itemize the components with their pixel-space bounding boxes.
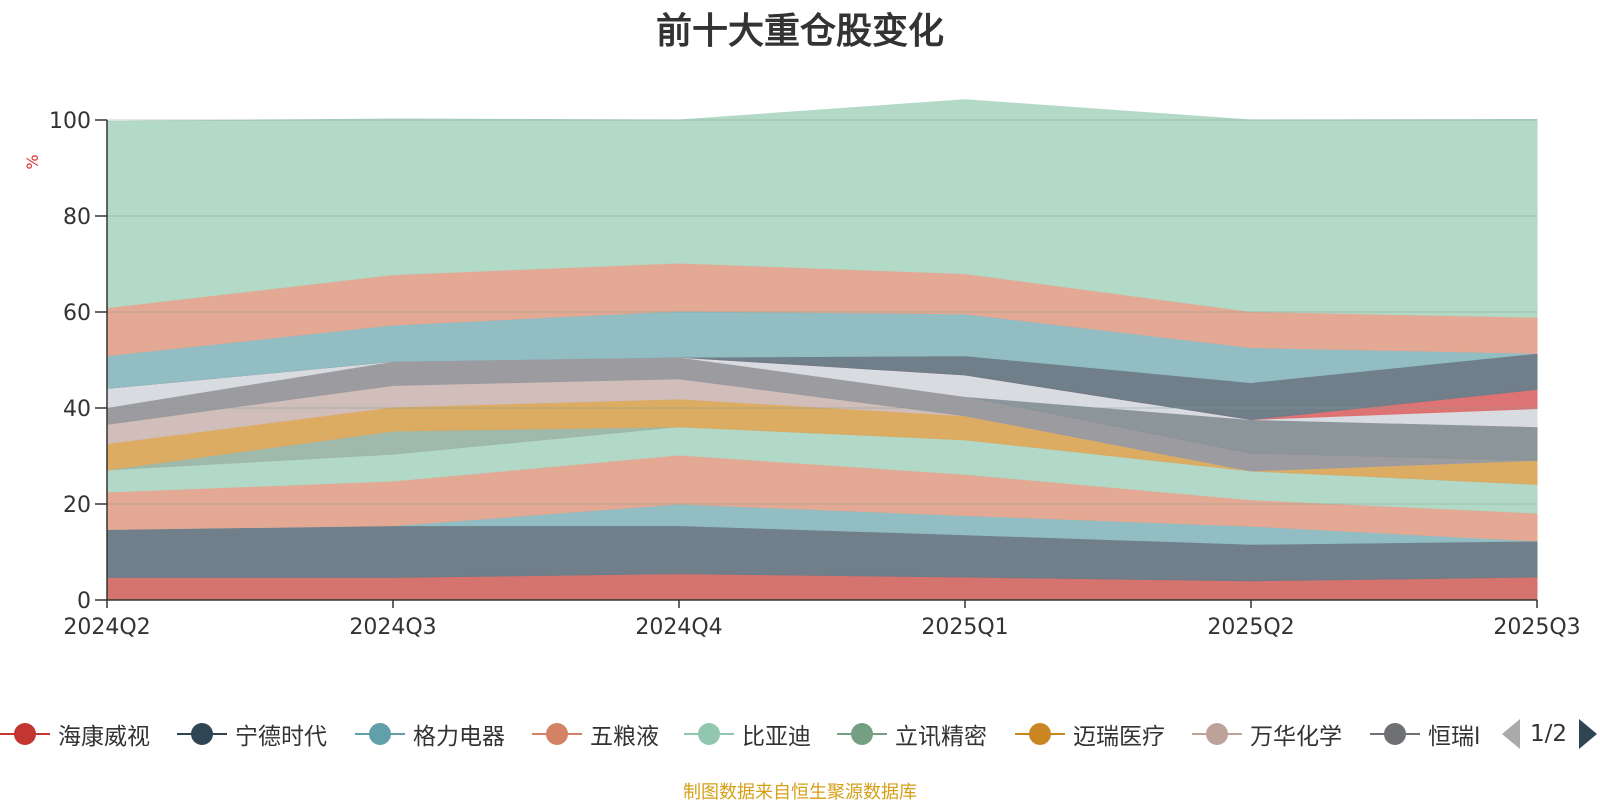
legend-prev-page-icon[interactable] (1502, 719, 1520, 749)
y-tick-label: 80 (63, 205, 91, 230)
legend-label: 宁德时代 (235, 724, 327, 750)
legend-symbol-icon (1015, 722, 1065, 746)
legend-item[interactable]: 格力电器 (355, 712, 505, 756)
legend-label: 迈瑞医疗 (1073, 724, 1165, 750)
legend: 海康威视 宁德时代 格力电器 五粮液 比亚迪 立讯精密 迈瑞医疗 万华化学 恒瑞l (0, 712, 1600, 756)
legend-symbol-icon (532, 722, 582, 746)
x-tick-label: 2024Q4 (635, 615, 722, 640)
legend-item[interactable]: 五粮液 (532, 712, 659, 756)
legend-label: 五粮液 (590, 724, 659, 750)
legend-item[interactable]: 比亚迪 (684, 712, 811, 756)
legend-label: 立讯精密 (895, 724, 987, 750)
legend-page-indicator: 1/2 (1530, 721, 1568, 747)
area-series-15 (106, 99, 1538, 318)
y-tick-label: 40 (63, 397, 91, 422)
source-note: 制图数据来自恒生聚源数据库 (683, 782, 917, 803)
legend-item[interactable]: 立讯精密 (837, 712, 987, 756)
x-tick-label: 2025Q3 (1493, 615, 1580, 640)
legend-label: 万华化学 (1250, 724, 1342, 750)
x-tick-label: 2025Q1 (921, 615, 1008, 640)
y-axis-label: % (23, 154, 42, 169)
legend-symbol-icon (355, 722, 405, 746)
legend-item[interactable]: 海康威视 (0, 712, 150, 756)
legend-symbol-icon (1192, 722, 1242, 746)
legend-next-page-icon[interactable] (1579, 719, 1598, 749)
legend-label: 恒瑞l (1428, 724, 1481, 750)
y-tick-label: 100 (49, 109, 91, 134)
legend-item[interactable]: 恒瑞l (1370, 712, 1480, 756)
legend-label: 海康威视 (58, 724, 150, 750)
legend-item[interactable]: 宁德时代 (177, 712, 327, 756)
legend-label: 格力电器 (413, 724, 505, 750)
chart-title: 前十大重仓股变化 (655, 11, 944, 52)
y-tick-label: 20 (63, 493, 91, 518)
legend-symbol-icon (177, 722, 227, 746)
y-tick-label: 60 (63, 301, 91, 326)
y-tick-label: 0 (77, 589, 91, 614)
x-tick-label: 2024Q3 (349, 615, 436, 640)
legend-symbol-icon (0, 722, 50, 746)
legend-item[interactable]: 迈瑞医疗 (1015, 712, 1165, 756)
legend-pager: 1/2 (1502, 712, 1598, 756)
x-tick-label: 2025Q2 (1207, 615, 1294, 640)
legend-symbol-icon (684, 722, 734, 746)
legend-item[interactable]: 万华化学 (1192, 712, 1342, 756)
legend-symbol-icon (1370, 722, 1420, 746)
legend-label: 比亚迪 (742, 724, 811, 750)
x-tick-label: 2024Q2 (63, 615, 150, 640)
legend-symbol-icon (837, 722, 887, 746)
